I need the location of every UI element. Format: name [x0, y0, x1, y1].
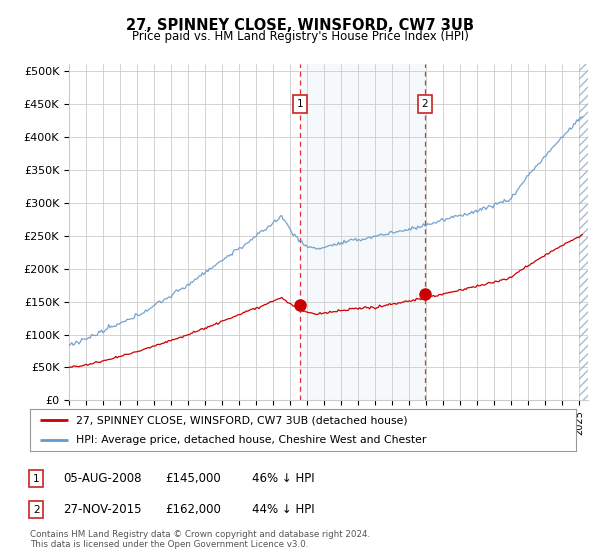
Text: £145,000: £145,000: [165, 472, 221, 486]
Text: 2: 2: [33, 505, 40, 515]
Bar: [300, 64, 425, 400]
Text: 27, SPINNEY CLOSE, WINSFORD, CW7 3UB: 27, SPINNEY CLOSE, WINSFORD, CW7 3UB: [126, 18, 474, 33]
Text: HPI: Average price, detached house, Cheshire West and Chester: HPI: Average price, detached house, Ches…: [76, 435, 427, 445]
Text: 27, SPINNEY CLOSE, WINSFORD, CW7 3UB (detached house): 27, SPINNEY CLOSE, WINSFORD, CW7 3UB (de…: [76, 415, 408, 425]
Text: 05-AUG-2008: 05-AUG-2008: [63, 472, 142, 486]
Text: Price paid vs. HM Land Registry's House Price Index (HPI): Price paid vs. HM Land Registry's House …: [131, 30, 469, 43]
Text: This data is licensed under the Open Government Licence v3.0.: This data is licensed under the Open Gov…: [30, 540, 308, 549]
Bar: [580, 64, 588, 400]
Text: 27-NOV-2015: 27-NOV-2015: [63, 503, 142, 516]
Text: 1: 1: [33, 474, 40, 484]
Text: Contains HM Land Registry data © Crown copyright and database right 2024.: Contains HM Land Registry data © Crown c…: [30, 530, 370, 539]
Bar: [580, 64, 588, 400]
Text: £162,000: £162,000: [165, 503, 221, 516]
Text: 44% ↓ HPI: 44% ↓ HPI: [252, 503, 314, 516]
Text: 1: 1: [297, 99, 304, 109]
Text: 2: 2: [421, 99, 428, 109]
Text: 46% ↓ HPI: 46% ↓ HPI: [252, 472, 314, 486]
